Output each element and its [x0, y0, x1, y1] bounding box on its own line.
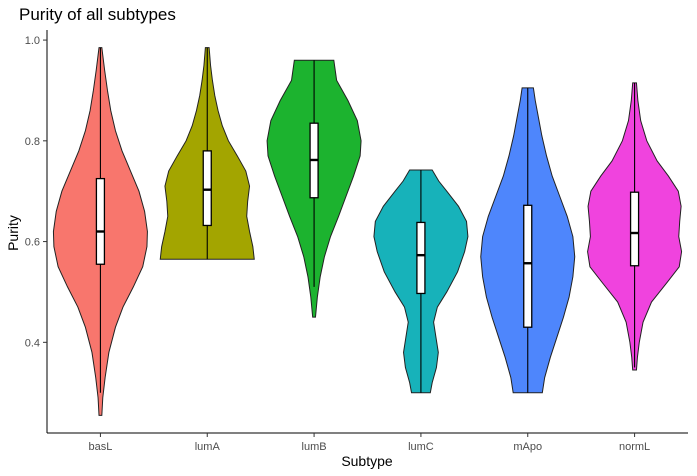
- y-tick-label-0.8: 0.8: [25, 136, 40, 148]
- y-axis-ticks: 0.4 0.6 0.8 1.0: [25, 35, 47, 349]
- x-axis-title: Subtype: [341, 453, 393, 469]
- box-lumA: [202, 150, 212, 227]
- plot-area: [52, 47, 683, 416]
- x-tick-label-normL: normL: [619, 441, 650, 453]
- y-tick-label-1.0: 1.0: [25, 35, 40, 47]
- x-axis-ticks: basL lumA lumB lumC mApo normL: [88, 433, 650, 453]
- box-lumC: [416, 221, 426, 295]
- x-tick-label-basL: basL: [88, 441, 112, 453]
- box-basL: [95, 177, 106, 265]
- box-normL: [629, 191, 640, 267]
- x-tick-label-lumB: lumB: [302, 441, 327, 453]
- x-tick-label-lumC: lumC: [408, 441, 434, 453]
- y-tick-label-0.4: 0.4: [25, 337, 40, 349]
- y-axis-title: Purity: [5, 215, 21, 251]
- y-tick-label-0.6: 0.6: [25, 237, 40, 249]
- chart-title: Purity of all subtypes: [19, 5, 176, 24]
- box-mApo: [523, 204, 533, 328]
- x-tick-label-mApo: mApo: [513, 441, 542, 453]
- x-tick-label-lumA: lumA: [195, 441, 221, 453]
